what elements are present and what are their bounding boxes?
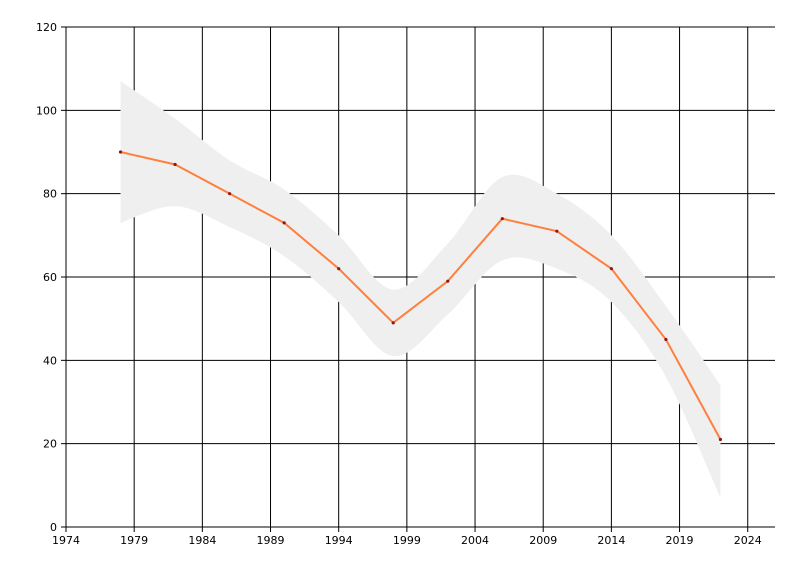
x-tick-label: 2009 — [529, 534, 557, 547]
confidence-band — [120, 81, 721, 498]
x-tick-label: 2019 — [666, 534, 694, 547]
y-tick-label: 40 — [43, 354, 57, 367]
x-axis-tick-labels: 1974 1979 1984 1989 1994 1999 2004 2009 2014 2019… — [52, 534, 762, 547]
x-tick-label: 2004 — [461, 534, 489, 547]
data-point — [555, 229, 559, 233]
data-point — [446, 279, 450, 283]
x-tick-label: 1989 — [257, 534, 285, 547]
data-point — [500, 217, 504, 221]
x-tick-label: 2014 — [597, 534, 625, 547]
data-point — [664, 337, 668, 342]
y-axis-tick-labels: 0 20 40 60 80 100 120 — [36, 21, 57, 534]
y-tick-label: 20 — [43, 438, 57, 451]
data-points — [118, 150, 723, 442]
x-tick-label: 2024 — [734, 534, 762, 547]
y-tick-label: 120 — [36, 21, 57, 34]
x-tick-label: 1974 — [52, 534, 80, 547]
data-point — [391, 321, 395, 325]
y-tick-label: 0 — [50, 521, 57, 534]
data-point — [609, 267, 613, 271]
x-tick-label: 1999 — [393, 534, 421, 547]
axes — [61, 26, 775, 532]
x-tick-label: 1994 — [325, 534, 353, 547]
data-point — [718, 437, 723, 442]
series-line — [120, 151, 722, 440]
y-tick-label: 100 — [36, 104, 57, 117]
data-point — [118, 150, 123, 154]
y-tick-label: 80 — [43, 188, 57, 201]
data-point — [173, 162, 177, 167]
x-tick-label: 1984 — [188, 534, 216, 547]
data-point — [337, 267, 341, 271]
y-tick-label: 60 — [43, 271, 57, 284]
data-point — [282, 221, 286, 225]
x-tick-label: 1979 — [120, 534, 148, 547]
data-point — [228, 192, 232, 196]
